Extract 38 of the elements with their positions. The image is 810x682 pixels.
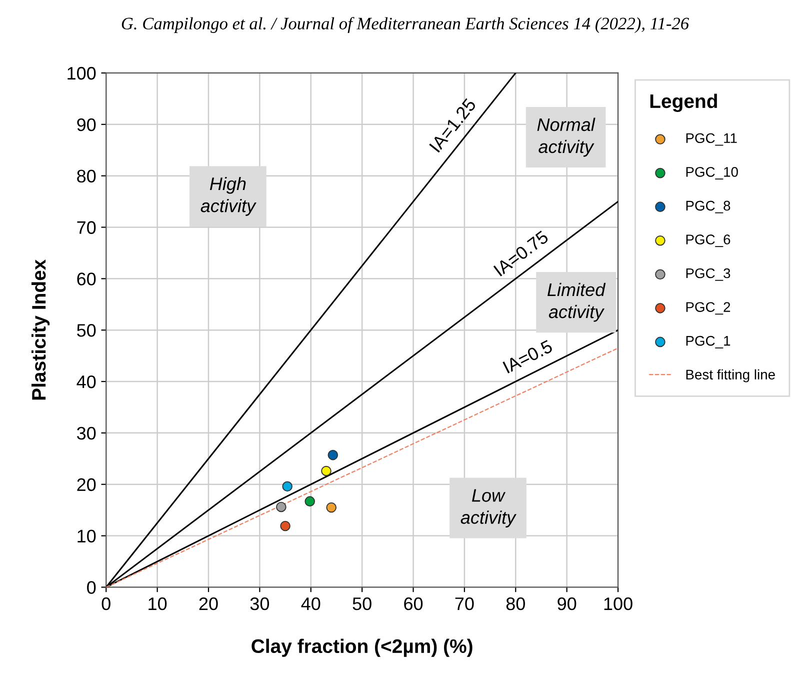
x-tick-label: 70 — [455, 597, 474, 610]
y-tick-label: 70 — [77, 221, 96, 234]
annotation: Normal activity — [537, 118, 596, 157]
x-tick-label: 30 — [250, 597, 270, 610]
x-tick-label: 60 — [404, 597, 423, 610]
legend-label: PGC_3 — [686, 268, 730, 281]
y-tick-label: 40 — [76, 375, 96, 388]
x-tick-label: 40 — [301, 597, 320, 610]
y-tick-label: 80 — [77, 170, 96, 183]
y-tick-label: 0 — [87, 581, 96, 594]
annotation: Low activity — [460, 489, 516, 528]
y-tick-label: 10 — [78, 530, 96, 542]
x-tick-label: 20 — [199, 597, 218, 610]
y-axis-title: Plasticity Index — [31, 259, 50, 400]
legend-label: PGC_10 — [686, 167, 738, 180]
x-tick-label: 50 — [352, 597, 372, 610]
legend-label: PGC_1 — [686, 336, 730, 348]
x-axis-title: Clay fraction (<2µm) (%) — [252, 638, 472, 657]
y-tick-label: 50 — [77, 324, 96, 337]
legend-label: PGC_6 — [686, 234, 730, 248]
y-tick-label: 90 — [77, 118, 96, 132]
x-tick-label: 100 — [604, 597, 632, 610]
y-tick-label: 60 — [77, 272, 96, 286]
x-tick-label: 80 — [506, 597, 525, 610]
text: G. Campilongo et al. / Journal of Mediterranean Earth Sciences 14 (2022), 11-26 — [122, 17, 689, 33]
x-tick-label: 10 — [148, 597, 167, 610]
x-tick-label: 0 — [102, 597, 110, 610]
legend-label: PGC_2 — [686, 302, 730, 315]
legend-label: Best fitting line — [686, 369, 775, 382]
x-tick-label: 90 — [558, 597, 576, 610]
legend-title: Legend — [650, 94, 717, 112]
y-tick-label: 100 — [68, 66, 96, 80]
y-tick-label: 20 — [77, 478, 96, 492]
annotation: Limited activity — [548, 282, 606, 322]
y-tick-label: 30 — [76, 426, 96, 440]
legend-label: PGC_11 — [686, 133, 737, 146]
legend-label: PGC_8 — [686, 200, 730, 214]
annotation: High activity — [200, 176, 256, 216]
